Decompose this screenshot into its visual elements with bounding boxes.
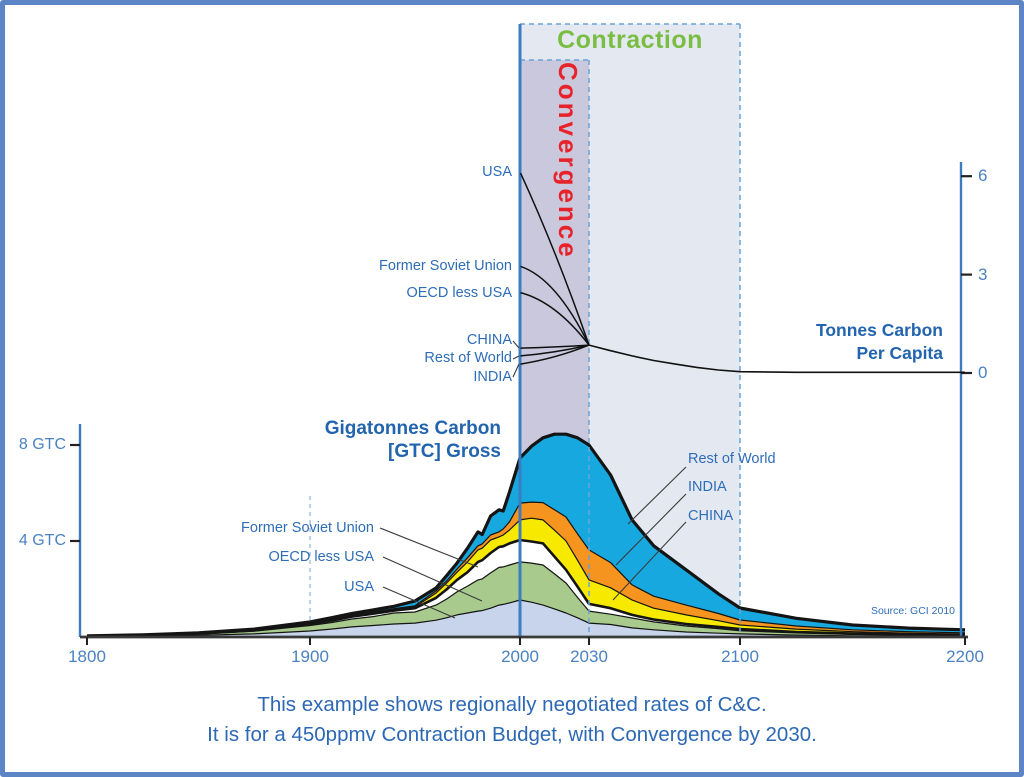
per-capita-label-china: CHINA (466, 332, 512, 348)
source-credit: Source: GCI 2010 (870, 605, 955, 617)
stack-label-china: CHINA (688, 508, 734, 524)
left-axis-title-line2: [GTC] Gross (388, 441, 501, 462)
per-capita-line-former-soviet-union (520, 265, 590, 346)
area-oecd-less-usa (87, 561, 965, 637)
left-axis-tick-8: 8 GTC (18, 436, 66, 453)
stack-label-oecd-less-usa: OECD less USA (268, 549, 374, 565)
per-capita-label-rest-of-world: Rest of World (424, 350, 512, 366)
x-axis-tick-1900: 1900 (291, 647, 329, 666)
stack-label-rest-of-world: Rest of World (688, 451, 776, 467)
right-axis-tick-6: 6 (978, 166, 988, 186)
area-former-soviet-union (87, 540, 965, 637)
area-usa (87, 600, 965, 637)
contraction-region-title: Contraction (557, 26, 703, 54)
right-axis-title-line2: Per Capita (856, 343, 943, 363)
right-axis-title-line1: Tonnes Carbon (815, 320, 943, 340)
stack-label-india: INDIA (688, 479, 727, 495)
right-axis-tick-0: 0 (978, 363, 988, 382)
per-capita-label-fsu: Former Soviet Union (379, 258, 512, 274)
per-capita-line-usa (519, 172, 590, 346)
per-capita-lines (519, 172, 965, 374)
left-axis-tick-4: 4 GTC (18, 532, 66, 549)
right-axis-title: Tonnes Carbon Per Capita (701, 319, 943, 365)
per-capita-line-rest-of-world (520, 344, 590, 357)
left-axis-title: Gigatonnes Carbon [GTC] Gross (261, 417, 501, 463)
x-axis-tick-2000: 2000 (501, 647, 539, 666)
converged-per-capita-line (588, 344, 965, 374)
x-axis-tick-2100: 2100 (721, 647, 759, 666)
per-capita-label-india: INDIA (473, 369, 512, 385)
caption-line2: It is for a 450ppmv Contraction Budget, … (207, 723, 817, 746)
stacked-emissions-areas (86, 432, 966, 638)
x-axis-tick-2200: 2200 (946, 647, 984, 666)
area-rest-of-world (87, 434, 965, 636)
x-axis-tick-1800: 1800 (68, 647, 106, 666)
year-marker-lines (518, 24, 741, 637)
stack-label-usa: USA (344, 579, 374, 595)
per-capita-label-oecd-less-usa: OECD less USA (406, 285, 512, 301)
left-axis-title-line1: Gigatonnes Carbon (324, 418, 501, 439)
label-leader-lines (379, 340, 687, 619)
stack-label-former-soviet-union: Former Soviet Union (241, 520, 374, 536)
convergence-region-title: Convergence (552, 62, 583, 260)
x-axis-tick-2030: 2030 (570, 647, 608, 666)
per-capita-line-india (520, 344, 590, 365)
per-capita-line-oecd-less-usa (520, 291, 590, 346)
right-axis-tick-3: 3 (978, 264, 988, 284)
caption-line1: This example shows regionally negotiated… (257, 693, 767, 716)
per-capita-label-usa: USA (482, 164, 512, 180)
per-capita-line-china (520, 344, 590, 349)
